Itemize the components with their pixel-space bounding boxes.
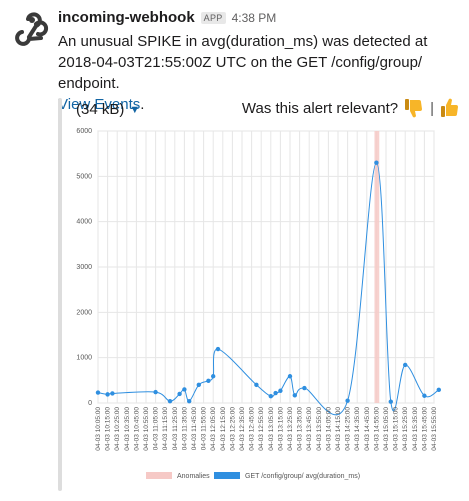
data-point[interactable] <box>182 387 187 392</box>
x-tick-label: 04-03 15:35:00 <box>412 407 419 451</box>
x-tick-label: 04-03 12:25:00 <box>229 407 236 451</box>
x-tick-label: 04-03 12:55:00 <box>258 407 265 451</box>
data-point[interactable] <box>436 387 441 393</box>
y-tick-label: 5000 <box>76 173 92 180</box>
x-tick-label: 04-03 14:25:00 <box>345 407 352 451</box>
legend-label-anomalies: Anomalies <box>177 473 210 480</box>
attachment-size: (34 kB) <box>76 101 125 118</box>
x-tick-label: 04-03 11:15:00 <box>162 407 169 451</box>
x-tick-label: 04-03 11:45:00 <box>191 407 198 451</box>
message-text: An unusual SPIKE in avg(duration_ms) was… <box>58 33 428 92</box>
legend-label-series: GET /config/group/ avg(duration_ms) <box>245 473 360 480</box>
x-tick-label: 04-03 13:35:00 <box>297 407 304 451</box>
data-point[interactable] <box>110 391 115 396</box>
x-tick-label: 04-03 10:25:00 <box>114 407 121 451</box>
app-badge: APP <box>200 11 226 24</box>
x-tick-label: 04-03 15:15:00 <box>393 407 400 451</box>
x-tick-label: 04-03 14:15:00 <box>335 407 342 451</box>
x-tick-label: 04-03 10:35:00 <box>124 407 131 451</box>
data-point[interactable] <box>403 362 408 368</box>
x-tick-label: 04-03 14:45:00 <box>364 407 371 451</box>
thumbs-up-icon[interactable] <box>439 97 461 119</box>
y-tick-label: 6000 <box>76 128 92 135</box>
data-point[interactable] <box>187 398 192 404</box>
x-tick-label: 04-03 12:45:00 <box>249 407 256 451</box>
x-tick-label: 04-03 13:25:00 <box>287 407 294 451</box>
legend-swatch-series <box>214 472 240 479</box>
x-tick-label: 04-03 13:55:00 <box>316 407 323 451</box>
x-tick-label: 04-03 13:15:00 <box>277 407 284 451</box>
x-tick-label: 04-03 10:15:00 <box>105 407 112 451</box>
message-header: incoming-webhook APP 4:38 PM <box>58 9 276 26</box>
x-tick-label: 04-03 12:35:00 <box>239 407 246 451</box>
y-tick-label: 0 <box>88 400 92 407</box>
feedback-question: Was this alert relevant? <box>241 99 399 117</box>
data-point[interactable] <box>254 382 259 388</box>
x-tick-label: 04-03 15:25:00 <box>402 407 409 451</box>
attachment-bar <box>58 98 62 491</box>
x-tick-label: 04-03 15:05:00 <box>383 407 390 451</box>
data-point[interactable] <box>196 382 201 388</box>
thumbs-down-icon[interactable] <box>403 97 425 119</box>
data-point[interactable] <box>287 374 293 379</box>
data-point[interactable] <box>177 391 182 397</box>
attachment-size-toggle[interactable]: (34 kB) ▼ <box>76 101 140 118</box>
x-tick-label: 04-03 15:55:00 <box>431 407 438 451</box>
x-tick-label: 04-03 10:45:00 <box>133 407 140 451</box>
data-point[interactable] <box>206 378 211 383</box>
x-tick-label: 04-03 11:35:00 <box>181 407 188 451</box>
feedback-separator: | <box>430 99 434 117</box>
legend-swatch-anomalies <box>146 472 172 479</box>
data-point[interactable] <box>167 398 173 404</box>
y-tick-label: 2000 <box>76 309 92 316</box>
x-tick-label: 04-03 10:55:00 <box>143 407 150 451</box>
data-point[interactable] <box>215 346 221 352</box>
x-tick-label: 04-03 12:15:00 <box>220 407 227 451</box>
x-tick-label: 04-03 14:35:00 <box>354 407 361 451</box>
webhook-icon[interactable] <box>14 10 50 46</box>
data-point[interactable] <box>278 388 283 393</box>
message-timestamp[interactable]: 4:38 PM <box>231 10 277 25</box>
data-point[interactable] <box>273 390 278 396</box>
y-tick-label: 3000 <box>76 264 92 271</box>
data-point[interactable] <box>268 394 273 399</box>
data-point[interactable] <box>302 385 307 391</box>
anomaly-band <box>374 131 380 403</box>
data-point[interactable] <box>292 393 297 398</box>
data-point[interactable] <box>422 393 427 398</box>
x-tick-label: 04-03 11:25:00 <box>172 407 179 451</box>
data-point[interactable] <box>374 160 379 165</box>
data-point[interactable] <box>345 398 350 403</box>
x-tick-label: 04-03 10:05:00 <box>95 407 102 451</box>
x-tick-label: 04-03 13:05:00 <box>268 407 275 451</box>
x-tick-label: 04-03 14:55:00 <box>373 407 380 451</box>
data-point[interactable] <box>95 390 101 395</box>
message-body: An unusual SPIKE in avg(duration_ms) was… <box>58 31 463 115</box>
data-point[interactable] <box>211 374 216 379</box>
x-tick-label: 04-03 13:45:00 <box>306 407 313 451</box>
data-point[interactable] <box>105 392 110 397</box>
x-tick-label: 04-03 12:05:00 <box>210 407 217 451</box>
x-tick-label: 04-03 11:05:00 <box>153 407 160 451</box>
data-point[interactable] <box>153 389 158 395</box>
data-point[interactable] <box>388 399 393 404</box>
x-tick-label: 04-03 14:05:00 <box>325 407 332 451</box>
feedback-row: Was this alert relevant? | <box>242 97 461 119</box>
view-events-link[interactable]: View Events <box>58 96 141 113</box>
sender-name[interactable]: incoming-webhook <box>58 9 195 26</box>
y-tick-label: 4000 <box>76 219 92 226</box>
caret-down-icon[interactable]: ▼ <box>129 103 141 116</box>
x-tick-label: 04-03 11:55:00 <box>201 407 208 451</box>
y-tick-label: 1000 <box>76 355 92 362</box>
x-tick-label: 04-03 15:45:00 <box>421 407 428 451</box>
link-suffix: . <box>140 96 145 113</box>
anomaly-chart[interactable]: 0 1000 2000 3000 4000 5000 6000 04-03 10:05:00 0… <box>64 125 464 495</box>
